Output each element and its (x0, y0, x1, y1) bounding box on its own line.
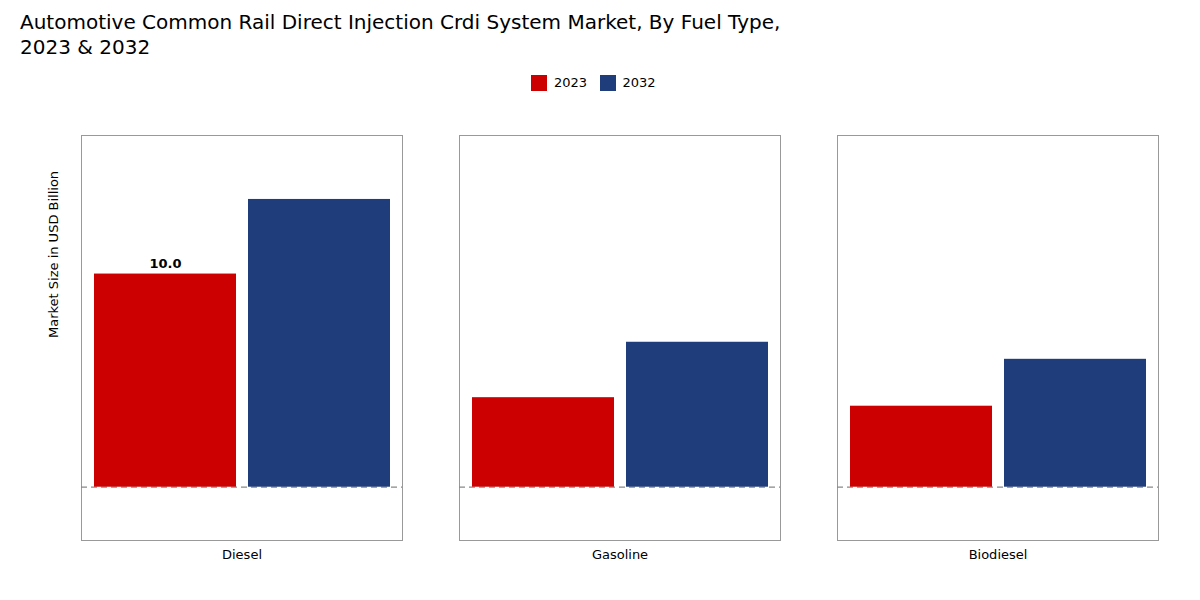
svg-text:Gasoline: Gasoline (592, 546, 648, 561)
svg-text:Biodiesel: Biodiesel (969, 546, 1028, 561)
html-text:2023 & 2032: 2023 & 2032 (20, 35, 151, 59)
svg-text:10.0: 10.0 (149, 256, 181, 271)
svg-text:Market Size in USD Billion: Market Size in USD Billion (46, 170, 61, 337)
html-text:Automotive Common Rail Direct: Automotive Common Rail Direct Injection … (20, 10, 781, 34)
html-text:2023: 2023 (553, 75, 587, 90)
html-text:2032: 2032 (622, 75, 656, 90)
svg-text:Diesel: Diesel (222, 546, 262, 561)
